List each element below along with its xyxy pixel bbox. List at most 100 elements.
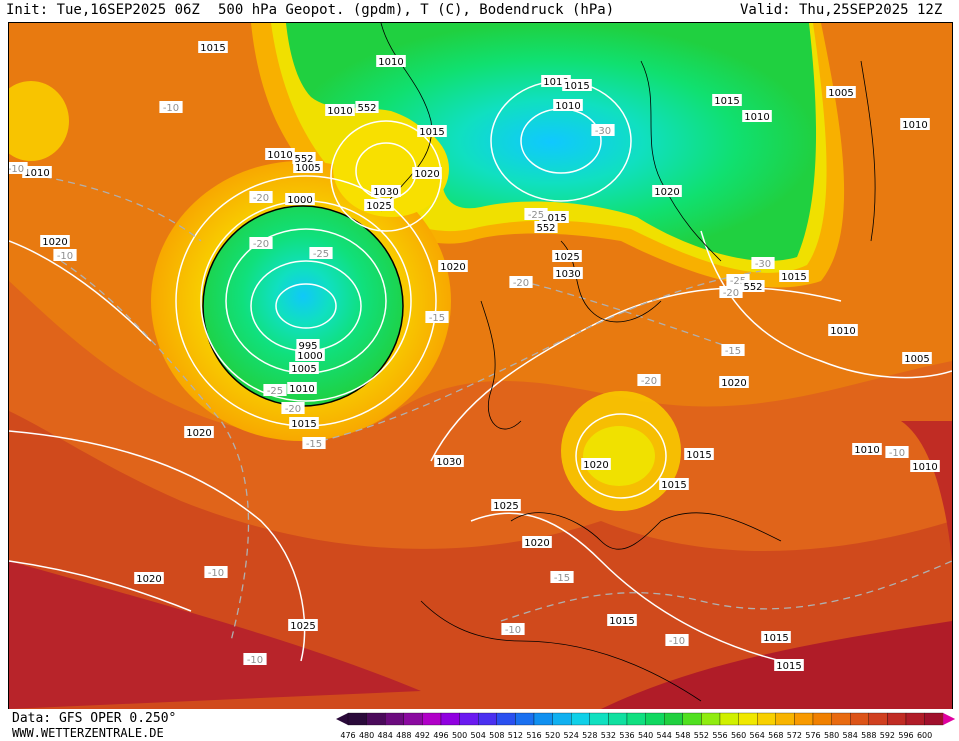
temperature-label-box — [501, 623, 525, 635]
isobar-label: 1030 — [555, 269, 580, 280]
legend-tick-label: 568 — [768, 731, 783, 740]
data-source: Data: GFS OPER 0.250° — [12, 711, 177, 726]
green-north — [286, 23, 817, 261]
legend-swatch — [924, 712, 944, 726]
legend-tick-label: 476 — [340, 731, 355, 740]
isobar-label: 1020 — [440, 262, 465, 273]
isobar-label: 1020 — [583, 460, 608, 471]
legend-swatch — [775, 712, 795, 726]
isobar-label: 1015 — [291, 419, 316, 430]
map-canvas: 1015101010101015100510151010101010101010… — [9, 23, 952, 709]
temperature-label: -25 — [730, 276, 746, 287]
website: WWW.WETTERZENTRALE.DE — [12, 726, 164, 740]
isobar-label: 1005 — [295, 163, 320, 174]
legend-swatch — [887, 712, 907, 726]
temperature-label: -10 — [163, 103, 179, 114]
geopotential-label-box — [355, 101, 379, 113]
temperature-label-box — [249, 191, 273, 203]
isobar-label: 1015 — [564, 81, 589, 92]
map-title: 500 hPa Geopot. (gpdm), T (C), Bodendruc… — [218, 2, 615, 18]
isobar-labels: 1015101010101015100510151010101010101010… — [22, 41, 940, 672]
isobar-label-box — [779, 270, 809, 282]
legend-swatch — [589, 712, 609, 726]
isobar-label-box — [285, 193, 315, 205]
temperature-label: -25 — [267, 386, 283, 397]
temperature-labels: -10-10-20-25-20-10 -25-30-25-30-20-20-15-… — [9, 101, 909, 666]
isobar-label-box — [553, 99, 583, 111]
isobar-label: 1020 — [42, 237, 67, 248]
isobar-label: 1020 — [136, 574, 161, 585]
init-time: Init: Tue,16SEP2025 06Z — [6, 2, 200, 18]
legend-tick-label: 564 — [750, 731, 765, 740]
temperature-label: -10 — [247, 655, 263, 666]
isobar-label: 1005 — [291, 364, 316, 375]
temperature-label-box — [524, 208, 548, 220]
legend-tick-label: 480 — [359, 731, 374, 740]
isobar-label-box — [364, 199, 394, 211]
europe-yellow-core — [583, 426, 655, 486]
temperature-label: -10 — [669, 636, 685, 647]
isobar-label: 1015 — [763, 633, 788, 644]
isobar-label: 1015 — [714, 96, 739, 107]
isobar-label-box — [295, 349, 325, 361]
geopotential-label-box — [292, 152, 316, 164]
legend-swatch — [719, 712, 739, 726]
isobar-label: 1005 — [904, 354, 929, 365]
temperature-label: -30 — [595, 126, 611, 137]
isobar-label-box — [659, 478, 689, 490]
isobar-label-box — [902, 352, 932, 364]
isobar-label-box — [134, 572, 164, 584]
isobar-label: 1010 — [912, 462, 937, 473]
legend-tick-label: 544 — [657, 731, 672, 740]
legend-swatch — [366, 712, 386, 726]
isobar-label-box — [553, 267, 583, 279]
isobar-label: 1015 — [609, 616, 634, 627]
geopotential-label: 552 — [536, 223, 555, 234]
isobar-label: 1015 — [419, 127, 444, 138]
legend-tick-label: 548 — [675, 731, 690, 740]
legend-tick-label: 492 — [415, 731, 430, 740]
legend-tick-label: 600 — [917, 731, 932, 740]
legend-tick-label: 580 — [824, 731, 839, 740]
temperature-label-box — [425, 311, 449, 323]
temperature-label: -10 — [889, 448, 905, 459]
isobar-label: 1030 — [436, 457, 461, 468]
isobar-label-box — [40, 235, 70, 247]
legend-swatch — [831, 712, 851, 726]
darkred-east — [901, 421, 952, 561]
temperature-label-box — [885, 446, 909, 458]
legend-swatch — [794, 712, 814, 726]
isobar-label-box — [412, 167, 442, 179]
legend-arrow-right — [943, 713, 956, 725]
isobar-label-box — [417, 125, 447, 137]
isobar-label-box — [289, 417, 319, 429]
geopotential-label: 552 — [743, 282, 762, 293]
temperature-label: -25 — [528, 210, 544, 221]
legend-swatch — [812, 712, 832, 726]
legend-tick-label: 496 — [433, 731, 448, 740]
isobar-label: 1015 — [776, 661, 801, 672]
isobar-label-box — [288, 619, 318, 631]
legend-swatch — [571, 712, 590, 726]
legend-tick-label: 584 — [843, 731, 858, 740]
legend-tick-label: 560 — [731, 731, 746, 740]
isobar-label-box — [852, 443, 882, 455]
legend-swatch — [682, 712, 702, 726]
legend-swatch — [422, 712, 442, 726]
isobar-label-box — [684, 448, 714, 460]
legend-tick-label: 512 — [508, 731, 523, 740]
isobar-label: 1020 — [654, 187, 679, 198]
temperature-label: -10 — [505, 625, 521, 636]
temperature-label: -20 — [641, 376, 657, 387]
legend-tick-label: 508 — [489, 731, 504, 740]
isobar-label: 1020 — [721, 378, 746, 389]
temperature-label-box — [509, 276, 533, 288]
isobar-label-box — [761, 631, 791, 643]
temperature-label-box — [637, 374, 661, 386]
legend-tick-label: 524 — [564, 731, 579, 740]
isobar-label-box — [296, 339, 320, 351]
temperature-label-box — [719, 286, 743, 298]
temperature-label: -15 — [306, 439, 322, 450]
isobar-label-box — [491, 499, 521, 511]
isobar-label-box — [826, 86, 856, 98]
